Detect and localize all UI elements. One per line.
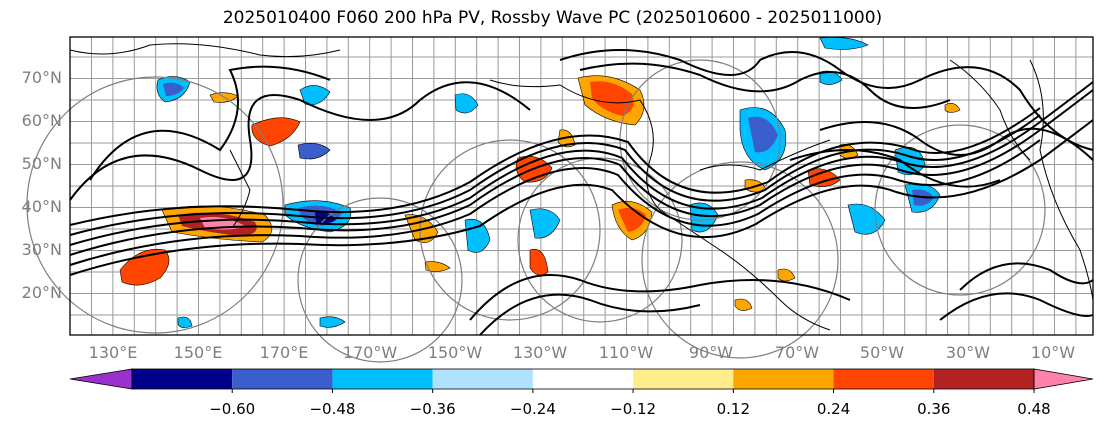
colorbar-tick-label: 0.24 (816, 400, 851, 418)
colorbar-segment (733, 369, 834, 389)
colorbar-extend-min (69, 368, 133, 390)
colorbar-tick-label: −0.36 (409, 400, 456, 418)
colorbar-segment (532, 369, 634, 389)
longitude-label: 10°W (1030, 343, 1076, 362)
longitude-label: 70°W (774, 343, 820, 362)
longitude-label: 30°W (945, 343, 991, 362)
longitude-label: 150°E (173, 343, 223, 362)
map-title: 2025010400 F060 200 hPa PV, Rossby Wave … (222, 8, 883, 28)
latitude-label: 20°N (21, 283, 62, 302)
map-frame (26, 36, 1094, 363)
colorbar-tick-label: 0.48 (1017, 400, 1051, 418)
longitude-label: 90°W (688, 343, 734, 362)
longitude-label: 170°E (259, 343, 309, 362)
longitude-label: 50°W (859, 343, 905, 362)
colorbar-tick-label: −0.12 (610, 400, 657, 418)
longitude-label: 150°W (427, 343, 483, 362)
coastlines (69, 43, 1094, 331)
colorbar-tick-label: −0.60 (209, 400, 256, 418)
colorbar-segment (432, 369, 533, 389)
colorbar-segment (132, 369, 233, 389)
latitude-label: 50°N (21, 154, 62, 173)
pv-contours (69, 49, 1094, 336)
colorbar-segment (332, 369, 433, 389)
colorbar-segment (833, 369, 934, 389)
latitude-label: 70°N (21, 68, 62, 87)
longitude-label: 130°E (88, 343, 138, 362)
colorbar-segment (933, 369, 1034, 389)
longitude-label: 130°W (512, 343, 568, 362)
colorbar (69, 368, 1094, 393)
latitude-label: 30°N (21, 240, 62, 259)
colorbar-segment (232, 369, 333, 389)
colorbar-tick-label: 0.36 (917, 400, 951, 418)
latitude-label: 60°N (21, 111, 62, 130)
longitude-label: 110°W (598, 343, 654, 362)
colorbar-tick-label: 0.60 (1099, 400, 1105, 418)
colorbar-extend-max (1033, 368, 1094, 390)
colorbar-segment (633, 369, 734, 389)
latitude-label: 40°N (21, 197, 62, 216)
colorbar-tick-label: −0.24 (509, 400, 556, 418)
colorbar-tick-label: −0.48 (309, 400, 356, 418)
colorbar-tick-label: 0.12 (716, 400, 751, 418)
longitude-label: 170°W (342, 343, 398, 362)
